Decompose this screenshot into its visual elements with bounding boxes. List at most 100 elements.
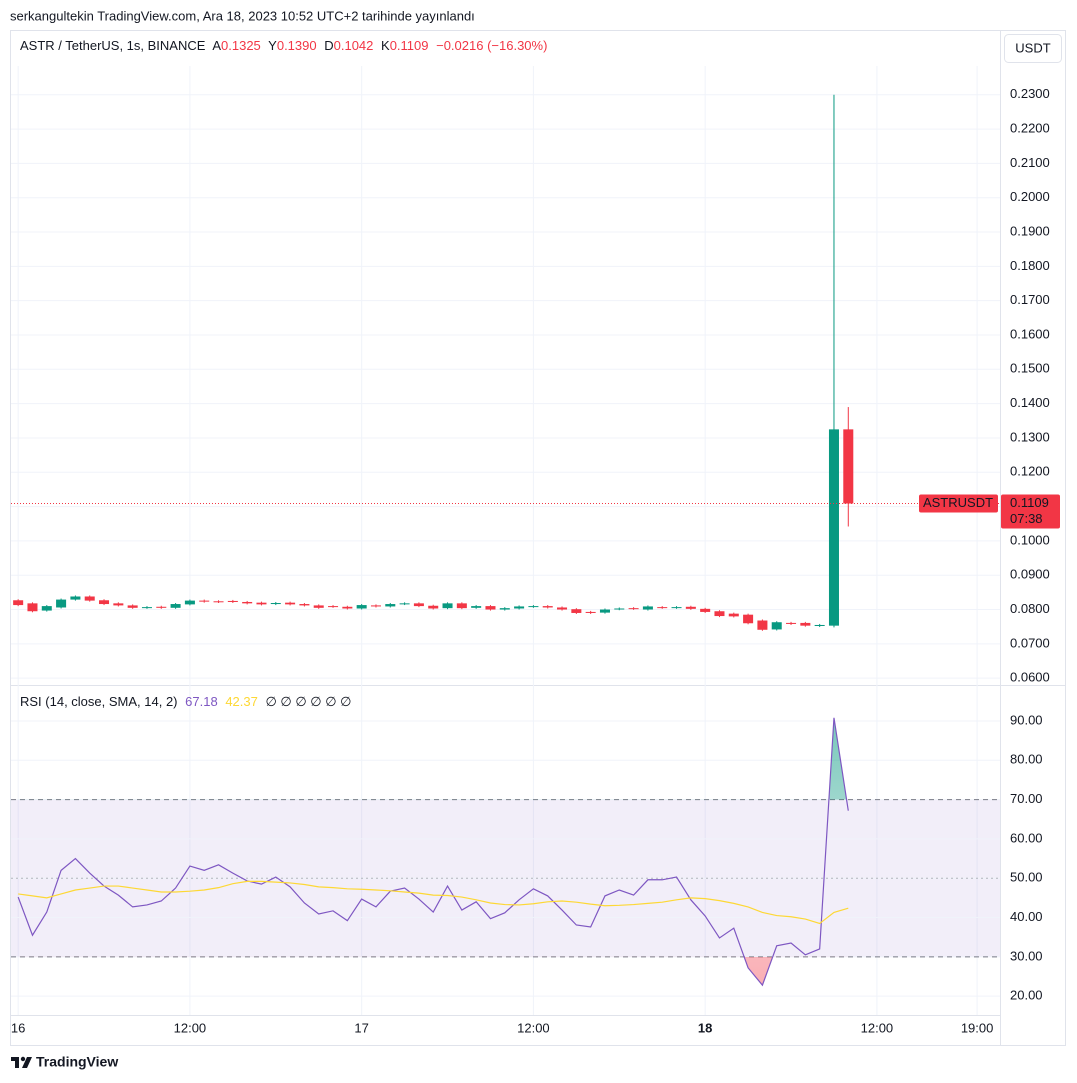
y-tick-label: 0.1000	[1010, 532, 1050, 547]
candle-body	[599, 609, 610, 613]
candle-body	[370, 605, 381, 607]
legend-change: −0.0216 (−16.30%)	[436, 38, 547, 53]
candle-body	[456, 603, 467, 609]
y-tick-label: 0.0600	[1010, 670, 1050, 685]
candle-body	[213, 601, 224, 603]
y-tick-label: 90.00	[1010, 712, 1043, 727]
candle-body	[356, 605, 367, 609]
candle-body	[771, 622, 782, 630]
y-tick-label: 60.00	[1010, 830, 1043, 845]
candle-body	[542, 606, 553, 608]
candle-body	[328, 606, 339, 608]
currency-button[interactable]	[1004, 34, 1062, 63]
candle-body	[227, 600, 238, 602]
legend-open-label: A	[212, 38, 221, 53]
y-tick-label: 0.2000	[1010, 189, 1050, 204]
candle-body	[342, 606, 353, 609]
y-tick-label: 0.2200	[1010, 121, 1050, 136]
grid	[11, 66, 1000, 1015]
x-tick-label: 12:00	[174, 1020, 207, 1035]
candle-body	[657, 607, 668, 609]
price-tag-label: 0.1109	[1010, 495, 1049, 510]
candle-body	[56, 599, 67, 608]
header: serkangultekin TradingView.com, Ara 18, …	[10, 8, 475, 23]
symbol-tag	[919, 494, 998, 513]
marks	[11, 94, 1000, 987]
y-tick-label: 0.1800	[1010, 258, 1050, 273]
rsi-title: RSI (14, close, SMA, 14, 2)	[20, 694, 178, 709]
rsi-sma-value: 42.37	[225, 694, 258, 709]
candle-body	[27, 603, 38, 612]
candle-body	[800, 622, 811, 626]
rsi-line	[17, 717, 849, 987]
oversold-fill	[18, 956, 849, 986]
candle-body	[642, 606, 653, 610]
y-tick-label: 80.00	[1010, 752, 1043, 767]
symbol: ASTR / TetherUS, 1s, BINANCE	[20, 38, 206, 53]
legend-low-label: D	[324, 38, 333, 53]
y-tick-label: 0.2300	[1010, 86, 1050, 101]
candle-body	[256, 602, 267, 605]
candle-body	[843, 429, 854, 504]
candle-body	[685, 606, 696, 609]
x-tick-label: 19:00	[961, 1020, 994, 1035]
legend-high-label: Y	[268, 38, 277, 53]
brand-name: TradingView	[36, 1054, 118, 1070]
legend-close: 0.1109	[390, 38, 429, 53]
candle-body	[184, 600, 195, 605]
candle-body	[70, 596, 81, 600]
legend-high: 0.1390	[277, 38, 317, 53]
rsi-extra: ∅ ∅ ∅ ∅ ∅ ∅	[265, 694, 351, 709]
symbol-tag-label: ASTRUSDT	[923, 495, 993, 510]
candle-body	[428, 605, 439, 609]
y-tick-label: 0.1200	[1010, 464, 1050, 479]
y-tick-label: 40.00	[1010, 909, 1043, 924]
candle-body	[285, 602, 296, 605]
candle-body	[41, 606, 52, 611]
y-tick-label: 0.1300	[1010, 429, 1050, 444]
candle-body	[671, 607, 682, 609]
candle-body	[399, 603, 410, 605]
legend-open: 0.1325	[221, 38, 261, 53]
candle-body	[557, 607, 568, 610]
candle-body	[170, 604, 181, 608]
currency-button-label[interactable]: USDT	[1015, 40, 1050, 55]
x-tick-label: 12:00	[861, 1020, 894, 1035]
y-tick-label: 0.1600	[1010, 326, 1050, 341]
y-tick-label: 0.1400	[1010, 395, 1050, 410]
brand-logo	[11, 1056, 32, 1068]
candle-body	[99, 600, 110, 605]
candle-body	[585, 611, 596, 613]
candle-body	[828, 429, 839, 626]
candle-body	[614, 608, 625, 610]
x-tick-label: 17	[354, 1020, 368, 1035]
y-tick-label: 50.00	[1010, 870, 1043, 885]
candle-body	[728, 613, 739, 617]
candle-body	[199, 600, 210, 602]
candle-body	[700, 608, 711, 612]
y-tick-label: 0.0700	[1010, 635, 1050, 650]
candle-body	[499, 608, 510, 610]
y-tick-label: 0.1700	[1010, 292, 1050, 307]
chart-frame	[10, 30, 1066, 1046]
x-tick-label: 12:00	[517, 1020, 550, 1035]
candle-body	[127, 605, 138, 608]
candle-body	[84, 596, 95, 601]
rsi-value: 67.18	[185, 694, 218, 709]
main-legend: ASTR / TetherUS, 1s, BINANCE A0.1325 Y0.…	[20, 38, 547, 53]
candle-body	[156, 606, 167, 608]
candle-body	[13, 600, 24, 606]
legend-close-label: K	[381, 38, 390, 53]
candle-body	[385, 604, 396, 607]
candle-body	[485, 606, 496, 610]
y-tick-label: 0.2100	[1010, 155, 1050, 170]
candle-body	[113, 603, 124, 606]
candle-body	[714, 611, 725, 617]
legend-low: 0.1042	[334, 38, 374, 53]
countdown-label: 07:38	[1010, 511, 1043, 526]
candle-body	[743, 614, 754, 624]
y-tick-label: 0.1500	[1010, 361, 1050, 376]
candle-body	[270, 603, 281, 605]
rsi-legend: RSI (14, close, SMA, 14, 2) 67.18 42.37 …	[20, 694, 352, 709]
